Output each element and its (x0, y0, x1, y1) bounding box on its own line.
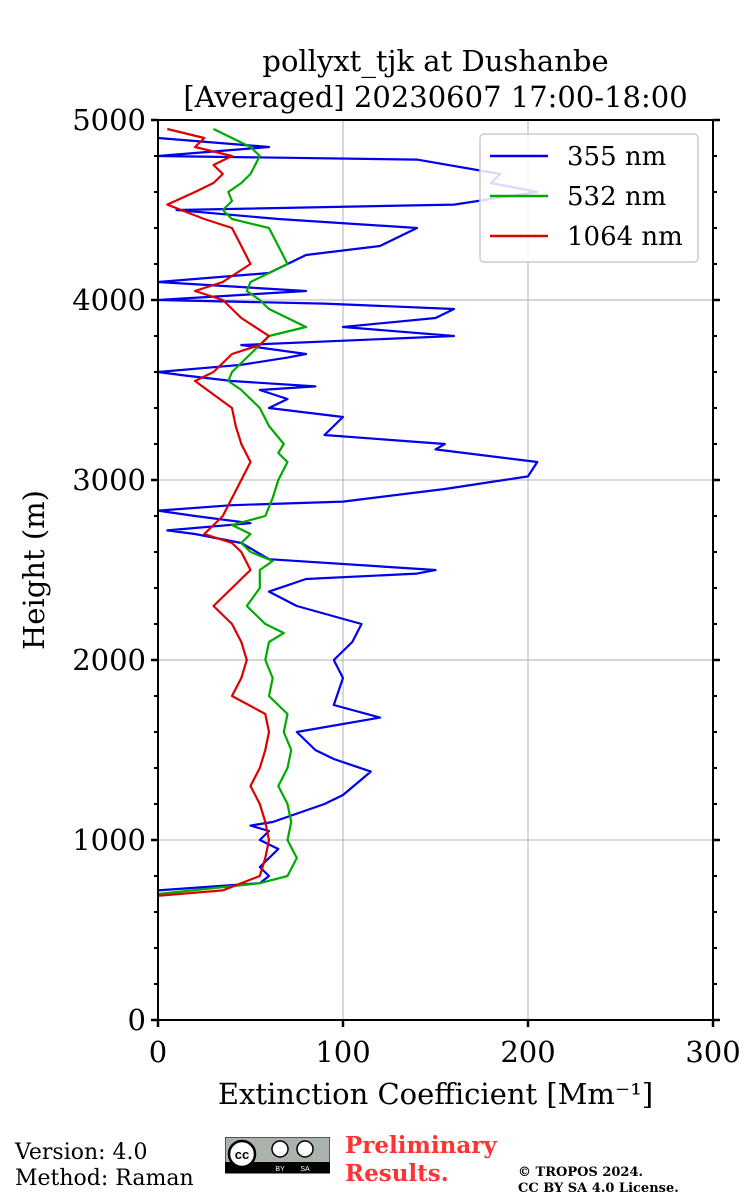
x-axis-label: Extinction Coefficient [Mm⁻¹] (218, 1077, 653, 1111)
series-line-355-nm (156, 136, 539, 892)
series-line-1064-nm (157, 127, 271, 897)
copyright-line2: CC BY SA 4.0 License. (518, 1181, 679, 1196)
version-label: Version: 4.0 (15, 1140, 148, 1165)
x-tick-label: 300 (685, 1035, 740, 1069)
preliminary-line2: Results. (345, 1160, 449, 1187)
y-tick-label: 0 (128, 1003, 146, 1037)
sa-icon (296, 1140, 314, 1158)
y-axis-label: Height (m) (17, 490, 51, 650)
extinction-chart: 0 1000 2000 3000 4000 5000 0 100 200 300 Extinctio… (17, 103, 741, 1111)
x-tick-label: 100 (315, 1035, 370, 1069)
legend-label: 355 nm (567, 142, 666, 172)
legend-label: 532 nm (567, 182, 666, 212)
x-tick-label: 0 (149, 1035, 167, 1069)
preliminary-line1: Preliminary (345, 1132, 497, 1159)
legend-box (479, 133, 699, 263)
chart-subtitle: [Averaged] 20230607 17:00-18:00 (183, 80, 688, 114)
chart-title: pollyxt_tjk at Dushanbe (262, 44, 609, 78)
series-line-532-nm (157, 128, 308, 896)
by-icon (271, 1140, 289, 1158)
legend-label: 1064 nm (567, 222, 683, 252)
y-tick-label: 2000 (72, 643, 146, 677)
preliminary-notice: Preliminary Results. (345, 1132, 497, 1188)
method-label: Method: Raman (15, 1166, 194, 1191)
plot-frame (157, 119, 714, 1021)
y-tick-label: 4000 (72, 283, 146, 317)
copyright-notice: © TROPOS 2024. CC BY SA 4.0 License. (518, 1165, 679, 1197)
y-tick-label: 3000 (72, 463, 146, 497)
cc-sa-label: SA (300, 1166, 310, 1173)
y-tick-label: 1000 (72, 823, 146, 857)
cc-by-label: BY (275, 1166, 285, 1173)
cc-license-icon: cc BY SA (225, 1137, 330, 1174)
cc-logo-text: cc (235, 1147, 249, 1162)
y-tick-label: 5000 (72, 103, 146, 137)
x-tick-label: 200 (500, 1035, 555, 1069)
copyright-line1: © TROPOS 2024. (518, 1165, 644, 1180)
